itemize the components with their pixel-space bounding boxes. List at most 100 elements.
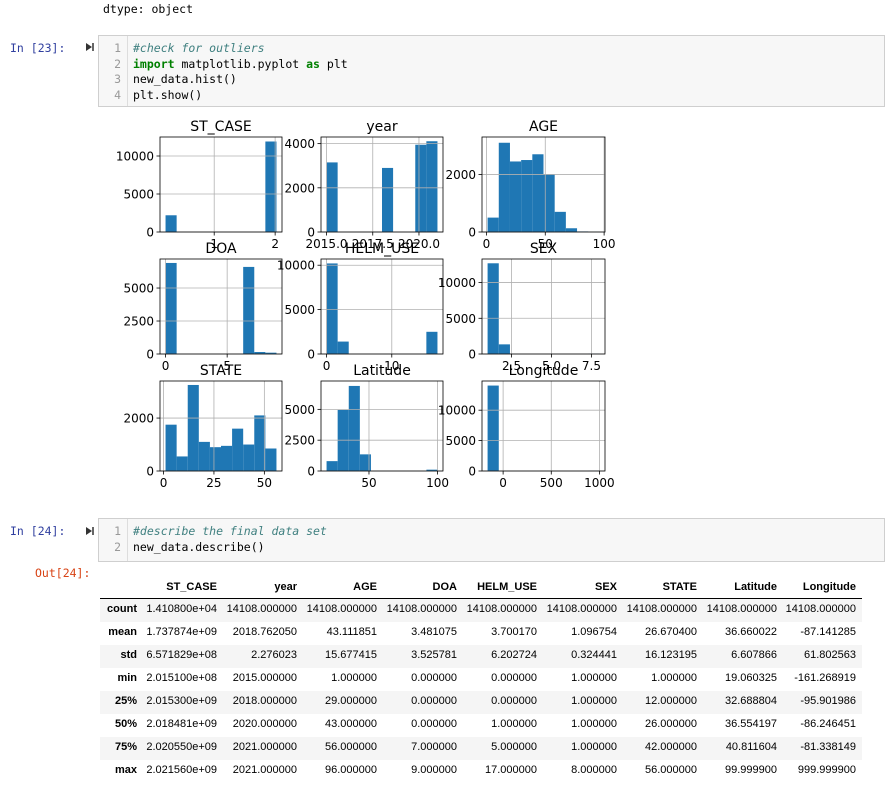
bar (565, 228, 578, 232)
table-cell: 26.670400 (645, 626, 697, 638)
y-tick-label: 2500 (123, 315, 154, 329)
table-cell: 19.060325 (725, 672, 777, 684)
bar (198, 441, 210, 471)
line-number: 2 (114, 539, 121, 554)
column-header: Latitude (734, 581, 777, 593)
bar (426, 141, 438, 232)
bar (543, 174, 555, 232)
run-icon[interactable] (86, 527, 94, 535)
axes-frame (320, 258, 444, 355)
subplot-title: DOA (205, 241, 237, 257)
table-cell: 3.700170 (491, 626, 537, 638)
table-cell: -86.246451 (800, 718, 856, 730)
code-line: plt.show() (133, 88, 202, 102)
table-cell: 2018.762050 (232, 626, 297, 638)
y-tick-label: 5000 (123, 188, 154, 202)
code-token: plt.show() (133, 87, 203, 102)
bar (532, 154, 544, 232)
x-tick-label: 0 (162, 359, 170, 373)
y-tick-label: 0 (307, 226, 315, 240)
y-tick-label: 5000 (284, 403, 315, 417)
table-cell: 99.999900 (725, 764, 777, 776)
axes-frame (320, 380, 444, 472)
row-stripe (100, 645, 862, 668)
bar (326, 162, 338, 232)
output-text: dtype: object (103, 2, 194, 16)
bar (176, 456, 188, 471)
table-cell: 0.000000 (411, 718, 457, 730)
y-tick-label: 0 (307, 465, 315, 479)
y-tick-label: 2500 (284, 434, 315, 448)
table-cell: 56.000000 (645, 764, 697, 776)
table-cell: 2021.000000 (232, 764, 297, 776)
y-tick-label: 0 (146, 348, 154, 362)
run-icon[interactable] (86, 43, 94, 51)
table-cell: 0.324441 (571, 649, 617, 661)
table-cell: 17.000000 (485, 764, 537, 776)
table-cell: 2.018481e+09 (146, 718, 217, 730)
bar (521, 160, 533, 232)
code-token: new_data.describe() (133, 539, 265, 554)
row-label: 50% (114, 718, 137, 730)
row-label: mean (108, 626, 137, 638)
bar (326, 263, 338, 354)
bar (382, 167, 394, 232)
table-cell: 1.000000 (571, 672, 617, 684)
x-tick-label: 10 (384, 359, 399, 373)
code-line: import matplotlib.pyplot as plt (133, 57, 348, 71)
y-tick-label: 5000 (284, 303, 315, 317)
table-cell: 0.000000 (491, 672, 537, 684)
bar (243, 444, 255, 471)
bar (509, 161, 522, 232)
bar (359, 454, 371, 471)
y-tick-label: 10000 (116, 150, 154, 164)
y-tick-label: 0 (468, 226, 476, 240)
x-tick-label: 0 (483, 237, 491, 251)
y-tick-label: 10000 (438, 276, 476, 290)
y-tick-label: 10000 (438, 404, 476, 418)
row-stripe (100, 599, 862, 622)
axes-frame (159, 258, 283, 355)
y-tick-label: 10000 (277, 259, 315, 273)
x-tick-label: 0 (160, 476, 168, 490)
code-token: import (133, 56, 175, 71)
bar (221, 445, 233, 471)
x-tick-label: 2015.0 (306, 237, 348, 251)
column-header: STATE (662, 581, 697, 593)
axes-frame (159, 136, 283, 233)
x-tick-label: 50 (538, 237, 553, 251)
row-label: 25% (114, 695, 137, 707)
table-cell: 43.000000 (325, 718, 377, 730)
subplot-title: ST_CASE (190, 119, 252, 135)
bar (487, 217, 499, 232)
code-line: #describe the final data set (133, 524, 327, 538)
row-label: 75% (114, 741, 137, 753)
gutter (99, 519, 128, 561)
y-tick-label: 2000 (445, 168, 476, 182)
bar (232, 428, 244, 471)
table-cell: 2.020550e+09 (146, 741, 217, 753)
axes-frame (320, 136, 444, 233)
x-tick-label: 50 (257, 476, 272, 490)
table-cell: 2021.000000 (232, 741, 297, 753)
table-cell: 0.000000 (491, 695, 537, 707)
y-tick-label: 5000 (445, 434, 476, 448)
bar (487, 385, 499, 471)
table-cell: 14108.000000 (466, 603, 537, 615)
axes-frame (481, 136, 606, 233)
header-rule (100, 598, 862, 599)
y-tick-label: 2000 (123, 412, 154, 426)
table-cell: 26.000000 (645, 718, 697, 730)
row-stripe (100, 737, 862, 760)
table-cell: 1.410800e+04 (146, 603, 217, 615)
x-tick-label: 2 (271, 237, 279, 251)
bar (165, 262, 177, 354)
table-cell: 40.811604 (725, 741, 777, 753)
bar (209, 447, 221, 471)
table-cell: 12.000000 (645, 695, 697, 707)
subplot-title: year (366, 119, 397, 135)
table-cell: 1.000000 (571, 741, 617, 753)
x-tick-label: 100 (593, 237, 616, 251)
bar (415, 144, 427, 232)
row-label: count (107, 603, 137, 615)
